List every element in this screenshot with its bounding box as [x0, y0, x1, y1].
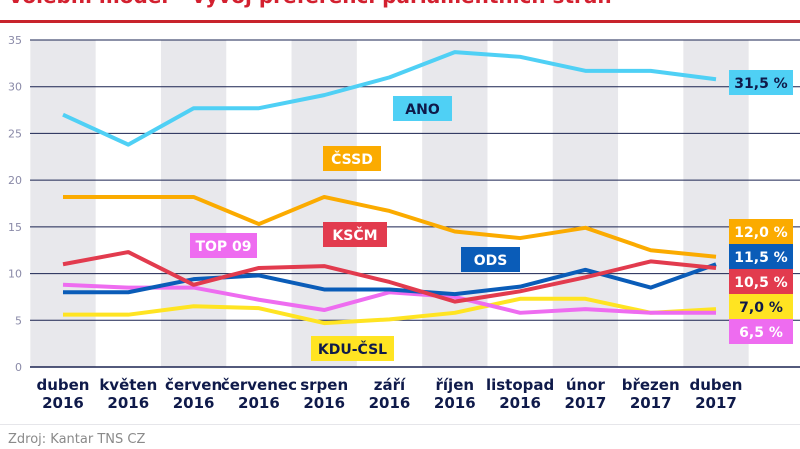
x-tick-label: 2016: [42, 394, 84, 412]
x-tick-label: 2017: [565, 394, 607, 412]
x-tick-label: 2016: [238, 394, 280, 412]
x-tick-label: 2016: [107, 394, 149, 412]
x-tick-label: 2016: [173, 394, 215, 412]
x-tick-label: 2016: [303, 394, 345, 412]
source-note: Zdroj: Kantar TNS CZ: [8, 432, 146, 447]
series-label: ANO: [405, 102, 440, 118]
series-label-box: [323, 146, 381, 171]
series-label-box: [393, 96, 452, 121]
series-label-box: [190, 233, 257, 258]
x-tick-label: říjen: [436, 376, 475, 394]
x-tick-label: květen: [99, 376, 157, 394]
x-tick-label: listopad: [486, 376, 554, 394]
x-tick-label: červenec: [221, 376, 297, 394]
y-tick-label: 10: [8, 268, 22, 281]
divider: [0, 424, 800, 425]
column-stripe: [422, 40, 488, 367]
column-stripe: [160, 40, 227, 367]
y-tick-label: 20: [8, 174, 22, 187]
column-stripe: [552, 40, 619, 367]
end-value-label: 10,5 %: [734, 275, 787, 291]
y-tick-label: 15: [8, 221, 22, 234]
end-value-label: 12,0 %: [734, 225, 787, 241]
series-label-box: [323, 222, 387, 247]
end-value-label: 11,5 %: [734, 250, 787, 266]
series-label: TOP 09: [195, 239, 251, 255]
x-tick-label: březen: [622, 376, 680, 394]
end-value-box: [729, 70, 793, 95]
end-value-box: [729, 294, 793, 319]
x-tick-label: 2016: [499, 394, 541, 412]
x-tick-label: duben: [689, 376, 742, 394]
x-tick-label: 2017: [695, 394, 737, 412]
y-tick-label: 25: [8, 127, 22, 140]
end-value-label: 6,5 %: [739, 325, 783, 341]
x-tick-label: červen: [165, 376, 222, 394]
column-stripe: [30, 40, 96, 367]
x-tick-label: únor: [566, 376, 606, 394]
x-tick-label: 2016: [369, 394, 411, 412]
y-tick-label: 30: [8, 81, 22, 94]
series-label: KDU-ČSL: [318, 340, 387, 358]
end-value-label: 31,5 %: [734, 76, 787, 92]
series-label: ČSSD: [331, 150, 373, 168]
end-value-box: [729, 219, 793, 244]
title-underline: [0, 20, 800, 23]
line-chart: 05101520253035duben2016květen2016červen2…: [8, 34, 800, 412]
x-tick-label: 2016: [434, 394, 476, 412]
chart-title: Volební model – vývoj preferencí parlame…: [8, 0, 612, 8]
series-label: KSČM: [332, 226, 377, 244]
series-label: ODS: [474, 253, 508, 269]
end-value-box: [729, 269, 793, 294]
series-label-box: [461, 247, 520, 272]
end-value-label: 7,0 %: [739, 300, 783, 316]
y-tick-label: 35: [8, 34, 22, 47]
series-label-box: [311, 336, 394, 361]
x-tick-label: srpen: [300, 376, 348, 394]
x-tick-label: září: [374, 376, 406, 394]
x-tick-label: 2017: [630, 394, 672, 412]
y-tick-label: 0: [15, 361, 22, 374]
x-tick-label: duben: [36, 376, 89, 394]
y-tick-label: 5: [15, 314, 22, 327]
end-value-box: [729, 319, 793, 344]
end-value-box: [729, 244, 793, 269]
